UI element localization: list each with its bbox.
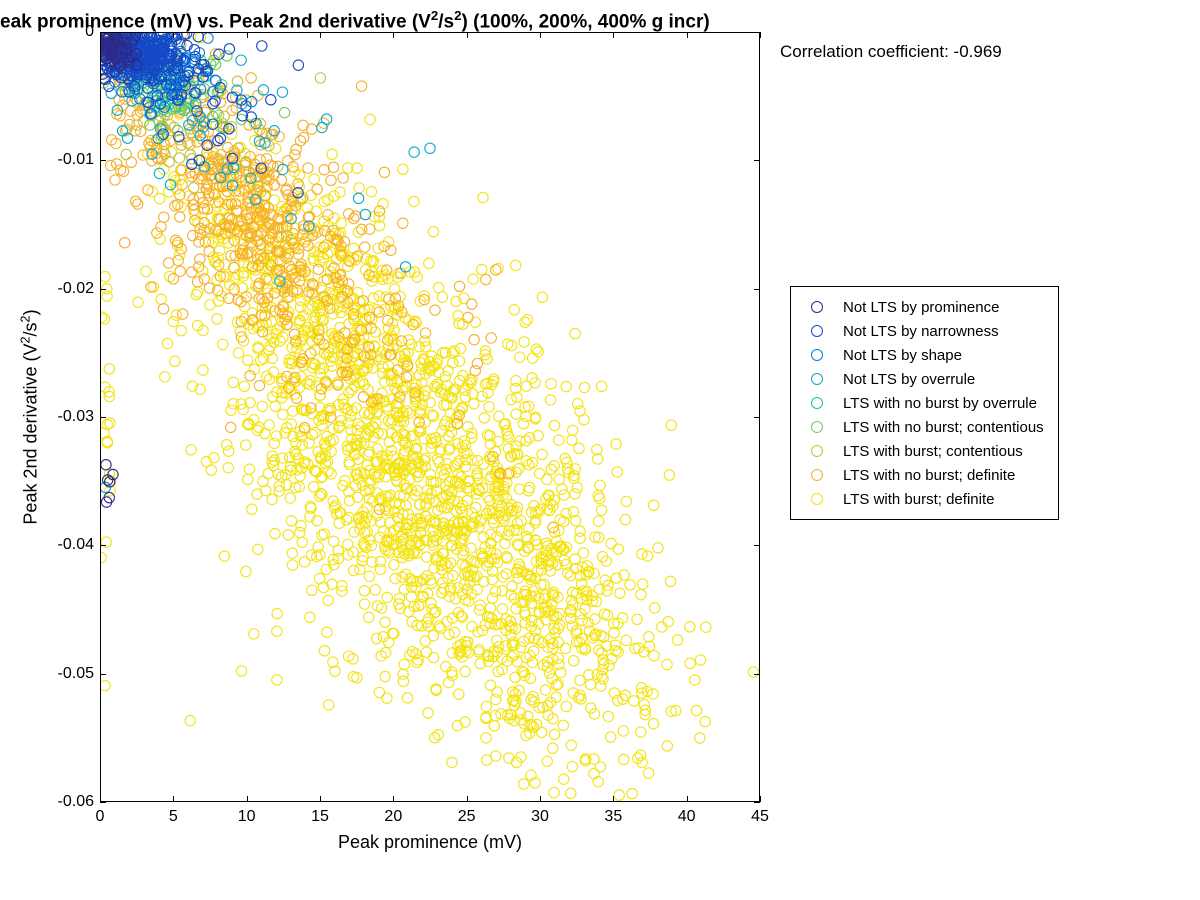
x-axis-label: Peak prominence (mV) [338, 832, 522, 853]
legend-item: Not LTS by prominence [801, 295, 1044, 319]
x-tick [247, 32, 248, 38]
y-tick-label: 0 [14, 23, 94, 41]
legend-item: LTS with no burst; definite [801, 463, 1044, 487]
x-tick-label: 20 [384, 808, 402, 826]
legend-item: Not LTS by narrowness [801, 319, 1044, 343]
legend-marker-icon [811, 349, 823, 361]
legend-label: LTS with burst; contentious [843, 443, 1023, 460]
legend-marker-icon [811, 373, 823, 385]
y-tick [100, 289, 106, 290]
x-tick-label: 40 [678, 808, 696, 826]
legend-label: LTS with no burst by overrule [843, 395, 1037, 412]
x-tick [687, 796, 688, 802]
legend-item: LTS with burst; contentious [801, 439, 1044, 463]
x-tick [613, 32, 614, 38]
y-tick [754, 545, 760, 546]
y-tick [754, 802, 760, 803]
legend-label: LTS with burst; definite [843, 491, 994, 508]
plot-area [100, 32, 760, 802]
y-tick [100, 802, 106, 803]
legend-item: Not LTS by shape [801, 343, 1044, 367]
legend-item: LTS with no burst; contentious [801, 415, 1044, 439]
y-tick [100, 417, 106, 418]
x-tick-label: 30 [531, 808, 549, 826]
x-tick [540, 32, 541, 38]
correlation-annotation: Correlation coefficient: -0.969 [780, 42, 1002, 62]
y-tick [754, 674, 760, 675]
y-tick-label: -0.03 [14, 408, 94, 426]
x-tick-label: 45 [751, 808, 769, 826]
y-tick-label: -0.02 [14, 280, 94, 298]
x-tick-label: 5 [169, 808, 178, 826]
x-tick [540, 796, 541, 802]
y-tick [754, 417, 760, 418]
x-tick [467, 32, 468, 38]
y-tick [100, 160, 106, 161]
y-tick [754, 289, 760, 290]
x-tick [760, 32, 761, 38]
legend-label: Not LTS by overrule [843, 371, 975, 388]
x-tick-label: 0 [96, 808, 105, 826]
legend-label: LTS with no burst; definite [843, 467, 1015, 484]
y-tick [754, 32, 760, 33]
legend-marker-icon [811, 301, 823, 313]
x-tick [393, 32, 394, 38]
x-tick-label: 10 [238, 808, 256, 826]
legend-marker-icon [811, 325, 823, 337]
y-tick-label: -0.01 [14, 151, 94, 169]
y-tick [754, 160, 760, 161]
y-tick [100, 32, 106, 33]
x-tick [760, 796, 761, 802]
x-tick-label: 35 [604, 808, 622, 826]
x-tick [393, 796, 394, 802]
x-tick [687, 32, 688, 38]
x-tick [467, 796, 468, 802]
legend-label: Not LTS by narrowness [843, 323, 999, 340]
legend-label: LTS with no burst; contentious [843, 419, 1044, 436]
x-tick-label: 25 [458, 808, 476, 826]
legend-item: Not LTS by overrule [801, 367, 1044, 391]
legend-marker-icon [811, 445, 823, 457]
x-tick [173, 796, 174, 802]
legend-marker-icon [811, 493, 823, 505]
x-tick [320, 32, 321, 38]
y-tick-label: -0.06 [14, 793, 94, 811]
chart-title: eak prominence (mV) vs. Peak 2nd derivat… [0, 8, 710, 33]
legend-label: Not LTS by shape [843, 347, 962, 364]
legend: Not LTS by prominence Not LTS by narrowne… [790, 286, 1059, 520]
x-tick [247, 796, 248, 802]
legend-marker-icon [811, 469, 823, 481]
y-tick-label: -0.05 [14, 665, 94, 683]
y-tick-label: -0.04 [14, 536, 94, 554]
y-tick [100, 545, 106, 546]
x-tick-label: 15 [311, 808, 329, 826]
legend-marker-icon [811, 421, 823, 433]
legend-marker-icon [811, 397, 823, 409]
scatter-points-layer [101, 33, 759, 801]
x-tick [173, 32, 174, 38]
legend-item: LTS with burst; definite [801, 487, 1044, 511]
legend-item: LTS with no burst by overrule [801, 391, 1044, 415]
y-tick [100, 674, 106, 675]
legend-label: Not LTS by prominence [843, 299, 999, 316]
x-tick [613, 796, 614, 802]
x-tick [320, 796, 321, 802]
